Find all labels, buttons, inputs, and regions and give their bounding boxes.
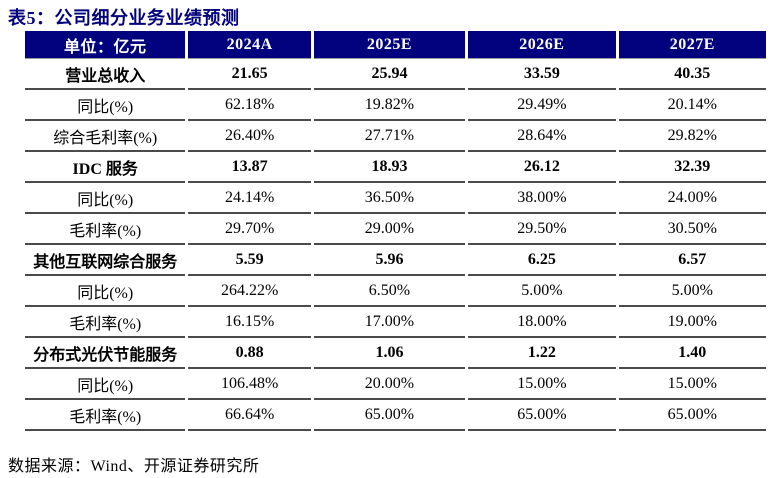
cell-value: 25.94 <box>313 59 466 90</box>
cell-value: 29.50% <box>468 214 616 245</box>
cell-value: 13.87 <box>188 152 311 183</box>
header-2027e: 2027E <box>618 31 766 59</box>
cell-value: 33.59 <box>468 59 616 90</box>
cell-value: 106.48% <box>188 369 311 400</box>
table-row: 毛利率(%) 66.64% 65.00% 65.00% 65.00% <box>25 400 766 431</box>
row-label: 毛利率(%) <box>25 307 186 338</box>
cell-value: 32.39 <box>618 152 766 183</box>
cell-value: 65.00% <box>313 400 466 431</box>
row-label: 综合毛利率(%) <box>25 121 186 152</box>
row-label: 毛利率(%) <box>25 214 186 245</box>
cell-value: 66.64% <box>188 400 311 431</box>
table-row: 毛利率(%) 29.70% 29.00% 29.50% 30.50% <box>25 214 766 245</box>
row-label: IDC 服务 <box>25 152 186 183</box>
cell-value: 17.00% <box>313 307 466 338</box>
cell-value: 30.50% <box>618 214 766 245</box>
table-row: 同比(%) 62.18% 19.82% 29.49% 20.14% <box>25 90 766 121</box>
forecast-table: 单位：亿元 2024A 2025E 2026E 2027E 营业总收入 21.65… <box>22 31 769 431</box>
cell-value: 24.00% <box>618 183 766 214</box>
table-row: 同比(%) 264.22% 6.50% 5.00% 5.00% <box>25 276 766 307</box>
cell-value: 6.57 <box>618 245 766 276</box>
cell-value: 18.00% <box>468 307 616 338</box>
cell-value: 5.00% <box>468 276 616 307</box>
table-row: 同比(%) 24.14% 36.50% 38.00% 24.00% <box>25 183 766 214</box>
table-row: 营业总收入 21.65 25.94 33.59 40.35 <box>25 59 766 90</box>
row-label: 营业总收入 <box>25 59 186 90</box>
table-row: 综合毛利率(%) 26.40% 27.71% 28.64% 29.82% <box>25 121 766 152</box>
cell-value: 65.00% <box>618 400 766 431</box>
header-2024a: 2024A <box>188 31 311 59</box>
cell-value: 16.15% <box>188 307 311 338</box>
cell-value: 21.65 <box>188 59 311 90</box>
row-label: 其他互联网综合服务 <box>25 245 186 276</box>
table-row: 同比(%) 106.48% 20.00% 15.00% 15.00% <box>25 369 766 400</box>
table-row: IDC 服务 13.87 18.93 26.12 32.39 <box>25 152 766 183</box>
cell-value: 19.00% <box>618 307 766 338</box>
cell-value: 29.00% <box>313 214 466 245</box>
cell-value: 29.82% <box>618 121 766 152</box>
row-label: 分布式光伏节能服务 <box>25 338 186 369</box>
cell-value: 264.22% <box>188 276 311 307</box>
cell-value: 27.71% <box>313 121 466 152</box>
cell-value: 15.00% <box>468 369 616 400</box>
cell-value: 1.22 <box>468 338 616 369</box>
cell-value: 20.00% <box>313 369 466 400</box>
row-label: 同比(%) <box>25 276 186 307</box>
cell-value: 15.00% <box>618 369 766 400</box>
row-label: 同比(%) <box>25 183 186 214</box>
row-label: 同比(%) <box>25 90 186 121</box>
cell-value: 6.50% <box>313 276 466 307</box>
cell-value: 20.14% <box>618 90 766 121</box>
table-title: 表5：公司细分业务业绩预测 <box>8 8 240 28</box>
cell-value: 38.00% <box>468 183 616 214</box>
cell-value: 65.00% <box>468 400 616 431</box>
cell-value: 1.06 <box>313 338 466 369</box>
header-2026e: 2026E <box>468 31 616 59</box>
cell-value: 5.00% <box>618 276 766 307</box>
cell-value: 29.49% <box>468 90 616 121</box>
cell-value: 0.88 <box>188 338 311 369</box>
header-2025e: 2025E <box>313 31 466 59</box>
cell-value: 62.18% <box>188 90 311 121</box>
header-unit: 单位：亿元 <box>25 31 186 59</box>
cell-value: 26.12 <box>468 152 616 183</box>
table-row: 毛利率(%) 16.15% 17.00% 18.00% 19.00% <box>25 307 766 338</box>
cell-value: 26.40% <box>188 121 311 152</box>
table-header-row: 单位：亿元 2024A 2025E 2026E 2027E <box>25 31 766 59</box>
row-label: 毛利率(%) <box>25 400 186 431</box>
cell-value: 1.40 <box>618 338 766 369</box>
data-source-note: 数据来源：Wind、开源证券研究所 <box>8 458 260 475</box>
table-row: 其他互联网综合服务 5.59 5.96 6.25 6.57 <box>25 245 766 276</box>
cell-value: 40.35 <box>618 59 766 90</box>
cell-value: 18.93 <box>313 152 466 183</box>
cell-value: 28.64% <box>468 121 616 152</box>
cell-value: 29.70% <box>188 214 311 245</box>
cell-value: 6.25 <box>468 245 616 276</box>
cell-value: 19.82% <box>313 90 466 121</box>
cell-value: 24.14% <box>188 183 311 214</box>
table-row: 分布式光伏节能服务 0.88 1.06 1.22 1.40 <box>25 338 766 369</box>
cell-value: 5.59 <box>188 245 311 276</box>
cell-value: 5.96 <box>313 245 466 276</box>
cell-value: 36.50% <box>313 183 466 214</box>
row-label: 同比(%) <box>25 369 186 400</box>
